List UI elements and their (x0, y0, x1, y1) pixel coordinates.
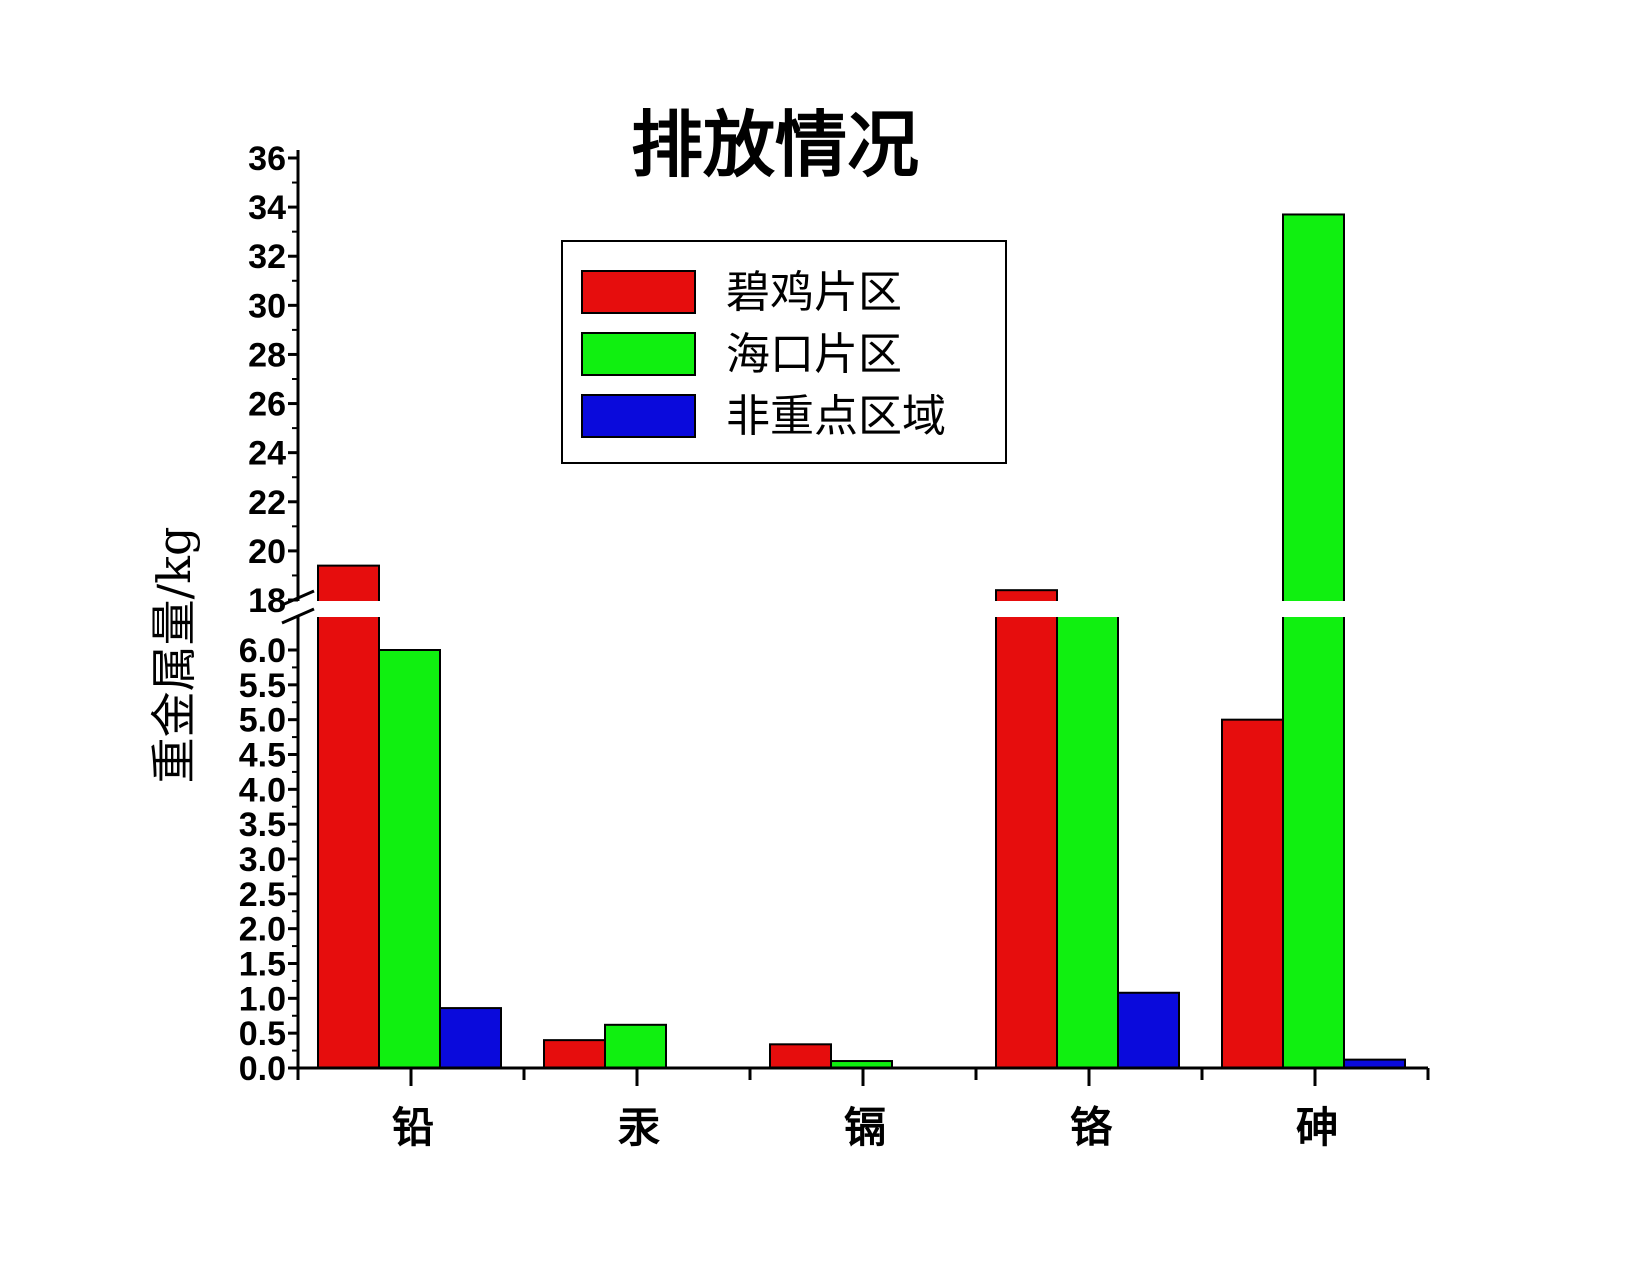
y-tick-label: 24 (248, 435, 286, 473)
bar-2-1 (543, 1039, 606, 1069)
bar-1-1 (317, 564, 380, 1069)
legend-swatch (581, 270, 696, 314)
bar-1-2 (378, 649, 441, 1069)
y-tick-label: 1.0 (239, 980, 286, 1018)
legend-swatch (581, 332, 696, 376)
bar-2-2 (604, 1023, 667, 1069)
legend-label: 碧鸡片区 (726, 267, 902, 318)
bar-4-2 (1056, 610, 1119, 1069)
break-gap-5-2 (1281, 601, 1346, 617)
y-tick-label: 20 (248, 533, 286, 571)
bar-3-1 (769, 1043, 832, 1070)
legend-label: 非重点区域 (726, 391, 946, 442)
bar-4-1 (995, 589, 1058, 1070)
bar-4-3 (1117, 991, 1180, 1070)
y-tick-label: 34 (248, 189, 286, 227)
axis-break-mark-lower (281, 607, 315, 625)
y-tick-label: 18 (248, 582, 286, 620)
y-tick-label: 28 (248, 336, 286, 374)
axis-break-mark-upper (281, 589, 315, 607)
y-tick-label: 1.5 (239, 946, 286, 984)
y-tick-label: 4.0 (239, 771, 286, 809)
bars-group (316, 213, 1406, 1070)
break-gap-4-2 (1055, 601, 1120, 617)
x-category-label: 铅 (392, 1103, 434, 1152)
y-tick-label: 2.0 (239, 911, 286, 949)
y-tick-label: 22 (248, 484, 286, 522)
y-tick-label: 2.5 (239, 876, 286, 914)
y-axis-label: 重金属量/kg (147, 527, 201, 784)
chart-title: 排放情况 (631, 102, 919, 187)
x-category-label: 铬 (1070, 1103, 1113, 1152)
y-tick-label: 0.5 (239, 1015, 286, 1053)
y-tick-label: 26 (248, 386, 286, 424)
x-category-label: 汞 (618, 1103, 660, 1152)
y-tick-label: 36 (248, 140, 286, 178)
y-tick-label: 4.5 (239, 737, 286, 775)
bar-1-3 (439, 1007, 502, 1070)
y-tick-label: 5.0 (239, 702, 286, 740)
y-tick-label: 30 (248, 287, 286, 325)
x-category-label: 镉 (844, 1103, 886, 1152)
break-gap-1-1 (316, 601, 381, 617)
break-gap-4-1 (994, 601, 1059, 617)
y-tick-label: 32 (248, 238, 286, 276)
bar-5-1 (1221, 718, 1284, 1070)
y-tick-label: 3.5 (239, 806, 286, 844)
y-tick-label: 0.0 (239, 1050, 286, 1088)
y-tick-label: 6.0 (239, 632, 286, 670)
y-tick-label: 5.5 (239, 667, 286, 705)
axes-group: 0.00.51.01.52.02.53.03.54.04.55.05.56.0 1… (147, 140, 1430, 1152)
bar-5-2 (1282, 213, 1345, 1069)
legend-swatch (581, 394, 696, 438)
legend-label: 海口片区 (726, 329, 902, 380)
x-category-label: 砷 (1296, 1103, 1338, 1152)
y-tick-label: 3.0 (239, 841, 286, 879)
